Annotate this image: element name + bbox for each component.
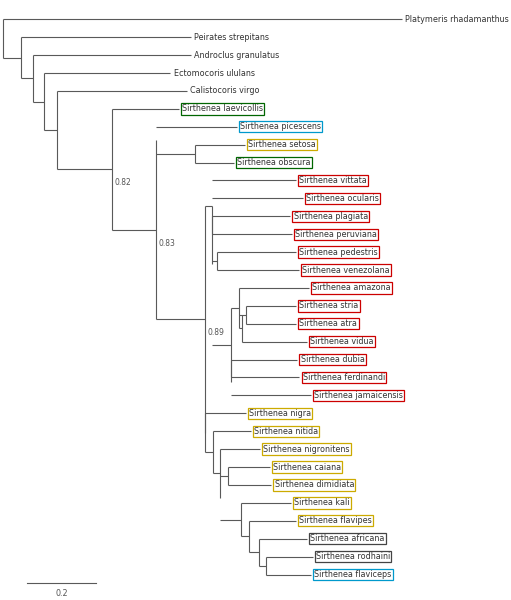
Text: Sirthenea stria: Sirthenea stria <box>299 301 359 310</box>
Text: 0.82: 0.82 <box>114 178 131 187</box>
Text: Sirthenea nigra: Sirthenea nigra <box>249 409 311 418</box>
Text: Sirthenea dubia: Sirthenea dubia <box>300 355 364 364</box>
Text: Sirthenea flavipes: Sirthenea flavipes <box>299 516 372 525</box>
Text: Sirthenea caiana: Sirthenea caiana <box>273 463 341 472</box>
Text: Sirthenea vidua: Sirthenea vidua <box>310 337 374 346</box>
Text: Sirthenea nigronitens: Sirthenea nigronitens <box>264 445 350 454</box>
Text: Sirthenea vittata: Sirthenea vittata <box>299 176 367 185</box>
Text: Sirthenea dimidiata: Sirthenea dimidiata <box>274 481 354 490</box>
Text: Sirthenea laevicollis: Sirthenea laevicollis <box>182 104 263 113</box>
Text: 0.2: 0.2 <box>55 589 68 598</box>
Text: Androclus granulatus: Androclus granulatus <box>194 50 280 59</box>
Text: Sirthenea flaviceps: Sirthenea flaviceps <box>314 570 391 579</box>
Text: 0.89: 0.89 <box>207 328 224 337</box>
Text: Sirthenea rodhaini: Sirthenea rodhaini <box>316 552 390 561</box>
Text: Sirthenea plagiata: Sirthenea plagiata <box>294 212 368 221</box>
Text: Calistocoris virgo: Calistocoris virgo <box>190 86 260 95</box>
Text: 0.83: 0.83 <box>158 239 175 248</box>
Text: Sirthenea venezolana: Sirthenea venezolana <box>302 266 389 275</box>
Text: Sirthenea jamaicensis: Sirthenea jamaicensis <box>314 391 403 400</box>
Text: Sirthenea atra: Sirthenea atra <box>299 319 357 328</box>
Text: Sirthenea peruviana: Sirthenea peruviana <box>295 230 377 239</box>
Text: Sirthenea picescens: Sirthenea picescens <box>240 122 321 131</box>
Text: Sirthenea amazona: Sirthenea amazona <box>312 283 390 292</box>
Text: Ectomocoris ululans: Ectomocoris ululans <box>174 68 254 77</box>
Text: Sirthenea kali: Sirthenea kali <box>294 499 350 508</box>
Text: Sirthenea pedestris: Sirthenea pedestris <box>299 248 378 257</box>
Text: Sirthenea ferdinandi: Sirthenea ferdinandi <box>303 373 385 382</box>
Text: Peirates strepitans: Peirates strepitans <box>194 33 269 42</box>
Text: Sirthenea setosa: Sirthenea setosa <box>248 140 316 149</box>
Text: Sirthenea ocularis: Sirthenea ocularis <box>306 194 379 203</box>
Text: Platymeris rhadamanthus: Platymeris rhadamanthus <box>405 15 509 24</box>
Text: Sirthenea africana: Sirthenea africana <box>310 534 385 543</box>
Text: Sirthenea obscura: Sirthenea obscura <box>237 158 311 167</box>
Text: Sirthenea nitida: Sirthenea nitida <box>254 427 318 436</box>
